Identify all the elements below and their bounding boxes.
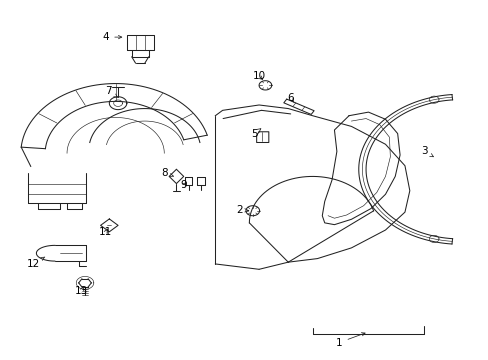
Text: 8: 8 — [161, 168, 173, 178]
Text: 9: 9 — [180, 180, 186, 190]
Text: 6: 6 — [287, 93, 293, 103]
Text: 2: 2 — [236, 205, 248, 215]
Text: 5: 5 — [250, 129, 260, 139]
Text: 12: 12 — [26, 257, 45, 269]
Text: 7: 7 — [105, 86, 117, 97]
Text: 13: 13 — [75, 286, 88, 296]
Text: 4: 4 — [102, 32, 122, 42]
Text: 1: 1 — [335, 333, 365, 347]
Text: 11: 11 — [99, 227, 112, 237]
Text: 10: 10 — [252, 71, 265, 81]
Text: 3: 3 — [420, 147, 432, 157]
